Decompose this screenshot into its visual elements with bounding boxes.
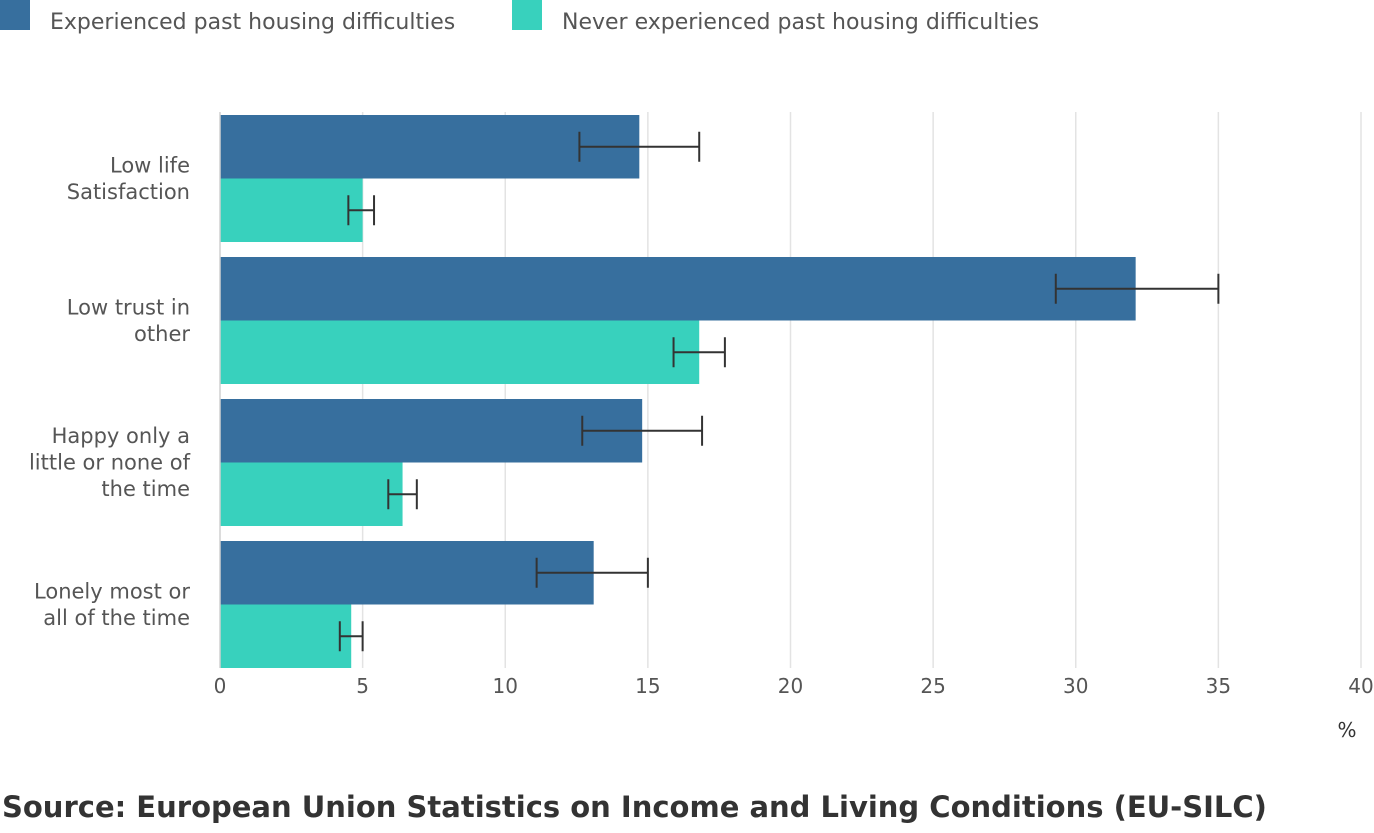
bar-experienced-3 bbox=[220, 541, 594, 605]
bar-never-0 bbox=[220, 178, 363, 242]
x-tick-label: 40 bbox=[1348, 674, 1373, 698]
x-tick-label: 35 bbox=[1206, 674, 1231, 698]
x-tick-label: 10 bbox=[493, 674, 518, 698]
x-tick-label: 15 bbox=[635, 674, 660, 698]
bar-never-3 bbox=[220, 604, 352, 668]
bar-never-2 bbox=[220, 462, 403, 526]
source-note: Source: European Union Statistics on Inc… bbox=[2, 790, 1267, 824]
legend-swatch bbox=[0, 0, 30, 30]
x-tick-label: 0 bbox=[214, 674, 227, 698]
category-label: Lonely most or all of the time bbox=[34, 579, 190, 630]
error-bar bbox=[578, 131, 701, 162]
error-bar bbox=[1054, 273, 1220, 304]
x-tick-label: 25 bbox=[920, 674, 945, 698]
x-tick-label: 30 bbox=[1063, 674, 1088, 698]
category-label: Low life Satisfaction bbox=[67, 153, 190, 204]
error-bar bbox=[672, 337, 726, 368]
x-axis-label: % bbox=[1337, 718, 1356, 742]
error-bar bbox=[338, 621, 364, 652]
bar-experienced-0 bbox=[220, 115, 640, 179]
category-label: Happy only a little or none of the time bbox=[29, 424, 191, 501]
x-tick-label: 20 bbox=[778, 674, 803, 698]
bar-never-1 bbox=[220, 320, 700, 384]
legend-item: Never experienced past housing difficult… bbox=[512, 0, 1039, 35]
error-bar bbox=[535, 557, 649, 588]
error-bar bbox=[387, 479, 418, 510]
x-tick-label: 5 bbox=[356, 674, 369, 698]
legend-swatch bbox=[512, 0, 542, 30]
error-bar bbox=[581, 415, 704, 446]
legend-label: Never experienced past housing difficult… bbox=[562, 10, 1039, 35]
legend-label: Experienced past housing difficulties bbox=[50, 10, 455, 35]
bar-experienced-2 bbox=[220, 399, 643, 463]
error-bar bbox=[347, 195, 376, 226]
bar-experienced-1 bbox=[220, 257, 1136, 321]
legend-item: Experienced past housing difficulties bbox=[0, 0, 455, 35]
category-label: Low trust in other bbox=[67, 295, 191, 346]
